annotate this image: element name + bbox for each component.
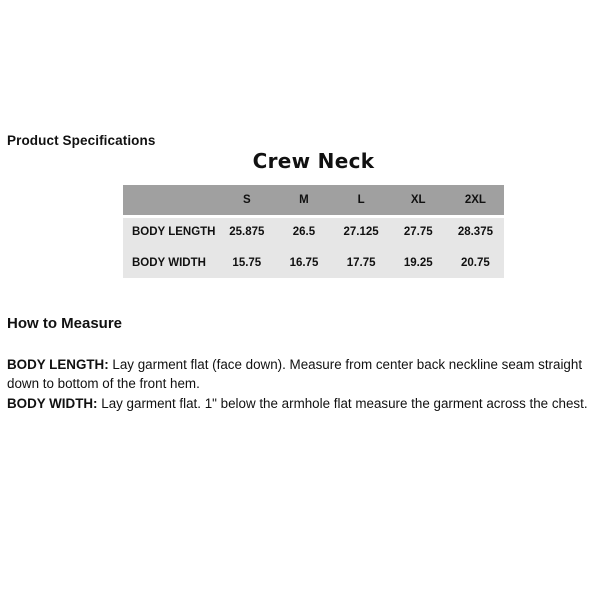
size-value-cell: 27.75 bbox=[389, 216, 447, 247]
table-row-body-width: BODY WIDTH 15.75 16.75 17.75 19.25 20.75 bbox=[123, 247, 504, 278]
measure-description: Lay garment flat. 1" below the armhole f… bbox=[101, 396, 588, 411]
size-value-cell: 28.375 bbox=[446, 216, 504, 247]
size-value-cell: 17.75 bbox=[332, 247, 390, 278]
size-chart-section: Crew Neck S M L XL 2XL BODY LENGTH bbox=[123, 149, 504, 278]
how-to-measure-heading: How to Measure bbox=[7, 315, 123, 332]
table-row-body-length: BODY LENGTH 25.875 26.5 27.125 27.75 28.… bbox=[123, 216, 504, 247]
size-value-cell: 19.25 bbox=[389, 247, 447, 278]
size-chart-table: S M L XL 2XL BODY LENGTH 25.875 26.5 27.… bbox=[123, 185, 504, 278]
size-col-header-2xl: 2XL bbox=[446, 185, 504, 218]
size-value-cell: 20.75 bbox=[446, 247, 504, 278]
row-label: BODY LENGTH bbox=[123, 216, 219, 247]
size-col-header-s: S bbox=[218, 185, 276, 218]
row-label: BODY WIDTH bbox=[123, 247, 219, 278]
size-col-header-l: L bbox=[332, 185, 390, 218]
size-value-cell: 26.5 bbox=[275, 216, 333, 247]
size-value-cell: 15.75 bbox=[218, 247, 276, 278]
size-col-header-xl: XL bbox=[389, 185, 447, 218]
size-chart-header-row: S M L XL 2XL bbox=[123, 185, 504, 218]
measure-item-body-length: BODY LENGTH: Lay garment flat (face down… bbox=[7, 355, 597, 393]
size-chart-corner-cell bbox=[123, 185, 219, 218]
size-value-cell: 27.125 bbox=[332, 216, 390, 247]
size-value-cell: 25.875 bbox=[218, 216, 276, 247]
size-col-header-m: M bbox=[275, 185, 333, 218]
size-value-cell: 16.75 bbox=[275, 247, 333, 278]
how-to-measure-body: BODY LENGTH: Lay garment flat (face down… bbox=[7, 355, 597, 414]
measure-item-body-width: BODY WIDTH: Lay garment flat. 1" below t… bbox=[7, 394, 597, 413]
measure-description: Lay garment flat (face down). Measure fr… bbox=[7, 357, 583, 391]
measure-term: BODY LENGTH: bbox=[7, 357, 109, 372]
section-title: Product Specifications bbox=[7, 133, 156, 148]
product-title: Crew Neck bbox=[252, 149, 375, 173]
measure-term: BODY WIDTH: bbox=[7, 396, 98, 411]
